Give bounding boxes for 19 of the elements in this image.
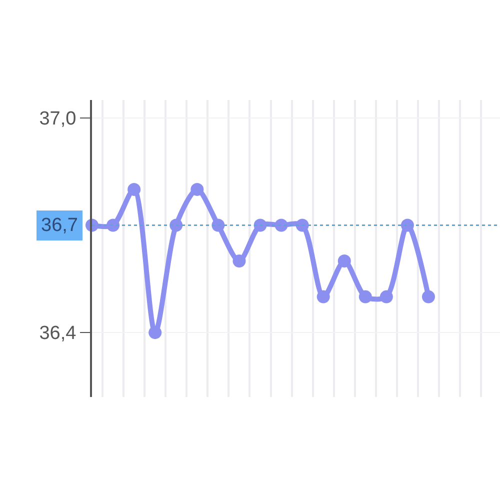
point [190, 182, 204, 196]
point [296, 218, 309, 232]
point [106, 218, 120, 232]
point [254, 218, 267, 232]
y-tick-label: 36,4 [39, 323, 77, 344]
point [338, 254, 351, 268]
point [232, 254, 246, 268]
point [148, 326, 162, 340]
point [170, 218, 183, 232]
point [422, 290, 435, 304]
y-tick-label: 37,0 [39, 108, 76, 130]
point [212, 218, 225, 232]
ref-line-label: 36,7 [41, 215, 78, 236]
point [274, 218, 288, 232]
point [400, 218, 414, 232]
point [316, 290, 330, 304]
point [128, 182, 141, 196]
point [358, 290, 372, 304]
point [380, 290, 393, 304]
